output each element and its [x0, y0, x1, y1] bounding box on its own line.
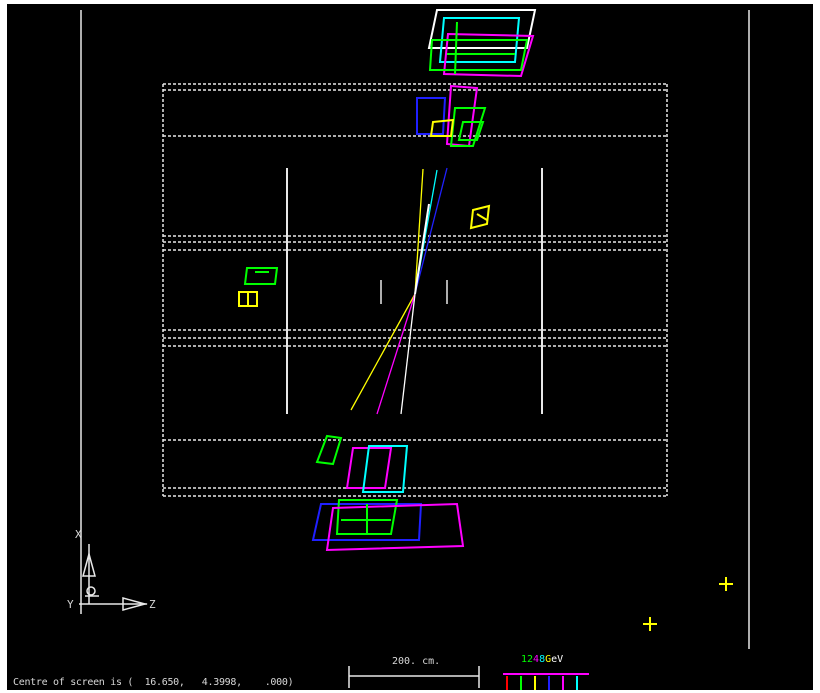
energy-legend-part: e: [551, 654, 558, 665]
marker-crosses: [643, 577, 733, 631]
axis-label-z: Z: [149, 598, 156, 611]
event-display-canvas[interactable]: X Y Z 200. cm. 1248GeV Centre of screen …: [7, 4, 813, 690]
energy-legend-part: 8: [539, 654, 546, 665]
energy-legend-part: V: [557, 654, 564, 665]
scale-bar: [348, 666, 480, 688]
top-calorimeter-deposits: [416, 9, 537, 148]
status-bar-centre: Centre of screen is ( 16.650, 4.3998, .0…: [13, 677, 294, 688]
event-display-scene: [79, 9, 750, 690]
energy-color-bar: [503, 673, 589, 690]
energy-legend-part: 12: [521, 654, 534, 665]
particle-tracks: [350, 167, 448, 415]
axis-label-x: X: [75, 528, 82, 541]
scale-bar-label: 200. cm.: [392, 656, 441, 667]
energy-legend: 1248GeV: [521, 654, 563, 665]
bottom-calorimeter-deposits: [311, 434, 465, 552]
axis-label-y: Y: [67, 598, 74, 611]
axis-triad: [79, 544, 148, 611]
energy-legend-part: G: [545, 654, 552, 665]
energy-legend-part: 4: [533, 654, 540, 665]
isolated-deposits: [238, 204, 491, 307]
detector-outline: [162, 83, 668, 497]
